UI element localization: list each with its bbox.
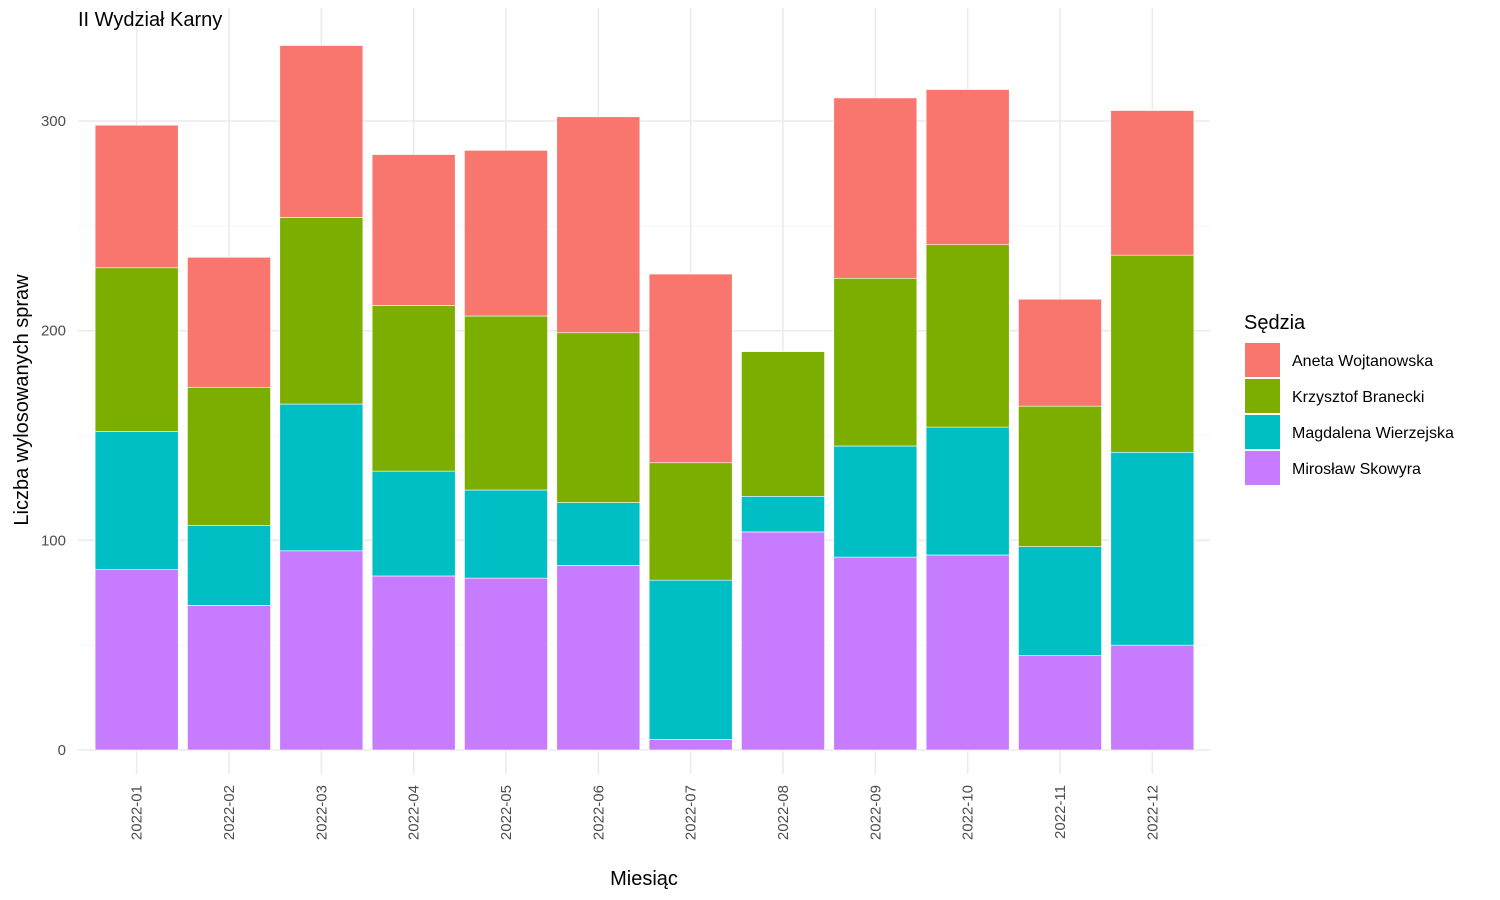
bar-segment bbox=[464, 150, 548, 317]
bar-segment bbox=[464, 577, 548, 751]
legend-title: Sędzia bbox=[1244, 312, 1306, 334]
bar-segment bbox=[464, 315, 548, 491]
legend-key bbox=[1245, 343, 1280, 377]
bar-segment bbox=[648, 579, 733, 740]
bar-segment bbox=[94, 569, 179, 751]
bar-segment bbox=[925, 554, 1010, 751]
bar-segment bbox=[279, 217, 364, 405]
bar-segment bbox=[94, 124, 179, 269]
bar-segment bbox=[833, 277, 918, 447]
bar-segment bbox=[187, 525, 271, 606]
legend: Sędzia Aneta Wojtanowska Krzysztof Branec… bbox=[1244, 312, 1454, 485]
bar-segment bbox=[741, 351, 825, 497]
bar-segment bbox=[279, 550, 364, 751]
bar-segment bbox=[1018, 546, 1102, 656]
bar-segment bbox=[648, 462, 733, 581]
bar-segment bbox=[94, 431, 179, 570]
legend-label: Aneta Wojtanowska bbox=[1292, 353, 1433, 370]
bar-segment bbox=[925, 244, 1010, 428]
x-axis-title: Miesiąc bbox=[610, 868, 678, 890]
x-tick-label: 2022-04 bbox=[406, 785, 423, 840]
legend-label: Magdalena Wierzejska bbox=[1292, 425, 1454, 442]
bars bbox=[94, 45, 1195, 751]
x-tick-label: 2022-10 bbox=[960, 785, 977, 840]
legend-key bbox=[1245, 415, 1280, 449]
x-tick-label: 2022-05 bbox=[498, 785, 515, 840]
bar-segment bbox=[187, 605, 271, 751]
y-tick-label: 0 bbox=[58, 742, 66, 759]
bar-segment bbox=[556, 332, 641, 503]
x-tick-label: 2022-01 bbox=[129, 785, 146, 840]
bar-segment bbox=[464, 489, 548, 579]
bar-segment bbox=[925, 89, 1010, 246]
bar-segment bbox=[279, 45, 364, 218]
bar-segment bbox=[1110, 254, 1195, 453]
x-tick-label: 2022-11 bbox=[1052, 785, 1069, 839]
bar-segment bbox=[833, 445, 918, 558]
x-tick-label: 2022-06 bbox=[590, 785, 607, 840]
bar-segment bbox=[925, 426, 1010, 556]
bar-segment bbox=[741, 531, 825, 751]
bar-segment bbox=[833, 556, 918, 751]
bar-segment bbox=[556, 565, 641, 751]
bar-segment bbox=[371, 575, 456, 751]
x-tick-label: 2022-02 bbox=[221, 785, 238, 840]
x-tick-label: 2022-03 bbox=[313, 785, 330, 840]
bar-segment bbox=[371, 470, 456, 577]
bar-segment bbox=[187, 256, 271, 388]
bar-segment bbox=[187, 386, 271, 526]
y-axis-title: Liczba wylosowanych spraw bbox=[11, 274, 33, 526]
legend-label: Krzysztof Branecki bbox=[1292, 389, 1424, 406]
bar-segment bbox=[648, 273, 733, 464]
x-tick-label: 2022-08 bbox=[775, 785, 792, 840]
bar-segment bbox=[94, 267, 179, 432]
y-tick-label: 200 bbox=[41, 323, 66, 340]
bar-segment bbox=[556, 502, 641, 566]
x-axis: 2022-01 2022-02 2022-03 2022-04 2022-05 2022-… bbox=[129, 785, 1162, 840]
y-tick-label: 100 bbox=[41, 532, 66, 549]
bar-segment bbox=[648, 739, 733, 751]
bar-segment bbox=[1018, 655, 1102, 751]
bar-segment bbox=[1110, 110, 1195, 256]
bar-segment bbox=[371, 305, 456, 472]
x-tick-label: 2022-12 bbox=[1144, 785, 1161, 840]
legend-key bbox=[1245, 451, 1280, 485]
legend-label: Mirosław Skowyra bbox=[1292, 461, 1421, 478]
y-tick-label: 300 bbox=[41, 113, 66, 130]
bar-segment bbox=[1018, 405, 1102, 547]
bar-segment bbox=[1110, 644, 1195, 751]
chart-title: II Wydział Karny bbox=[78, 9, 222, 31]
x-tick-label: 2022-09 bbox=[867, 785, 884, 840]
bar-segment bbox=[279, 403, 364, 552]
bar-segment bbox=[1110, 451, 1195, 646]
x-tick-label: 2022-07 bbox=[683, 785, 700, 840]
bar-segment bbox=[556, 116, 641, 334]
bar-segment bbox=[833, 97, 918, 279]
bar-segment bbox=[741, 496, 825, 533]
legend-key bbox=[1245, 379, 1280, 413]
bar-segment bbox=[1018, 298, 1102, 407]
y-axis: 0 100 200 300 bbox=[41, 113, 66, 759]
bar-segment bbox=[371, 154, 456, 306]
